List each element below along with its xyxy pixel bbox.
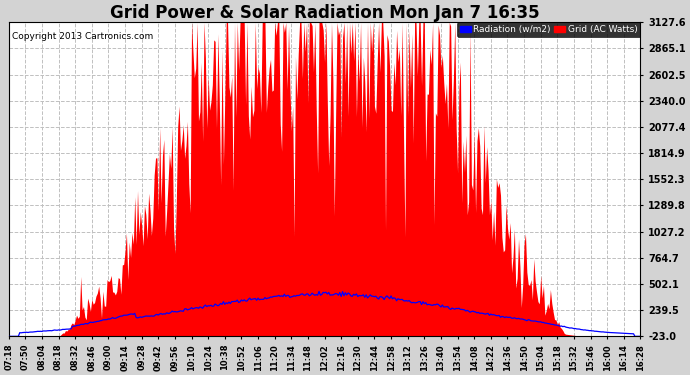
- Text: Copyright 2013 Cartronics.com: Copyright 2013 Cartronics.com: [12, 32, 153, 41]
- Title: Grid Power & Solar Radiation Mon Jan 7 16:35: Grid Power & Solar Radiation Mon Jan 7 1…: [110, 4, 540, 22]
- Legend: Radiation (w/m2), Grid (AC Watts): Radiation (w/m2), Grid (AC Watts): [457, 22, 640, 37]
